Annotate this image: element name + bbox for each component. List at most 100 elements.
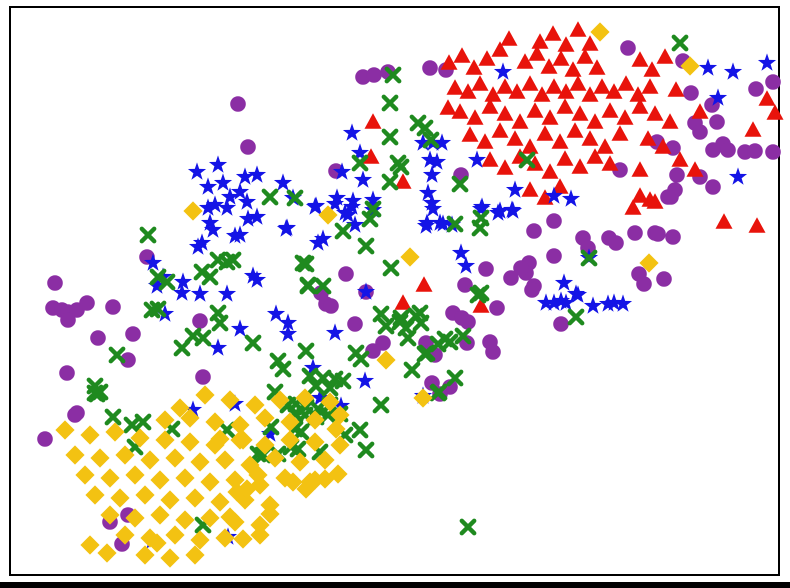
data-point xyxy=(639,130,657,146)
data-point xyxy=(708,88,728,106)
data-point xyxy=(104,408,122,426)
data-point xyxy=(744,121,762,137)
data-point xyxy=(165,525,185,545)
data-point xyxy=(411,304,429,322)
data-point xyxy=(314,277,332,295)
data-point xyxy=(215,450,235,470)
data-point xyxy=(540,58,558,74)
data-point xyxy=(581,86,599,102)
data-point xyxy=(671,151,689,167)
data-point xyxy=(175,510,195,530)
data-point xyxy=(403,361,421,379)
data-point xyxy=(493,62,513,80)
data-point xyxy=(423,199,443,217)
data-point xyxy=(508,83,526,99)
data-point xyxy=(381,94,399,112)
data-point xyxy=(545,78,563,94)
data-point xyxy=(278,313,298,331)
data-point xyxy=(250,515,270,535)
data-point xyxy=(134,413,152,431)
data-point xyxy=(441,333,459,351)
series-red-triangles xyxy=(362,21,784,313)
data-point xyxy=(546,213,562,229)
data-point xyxy=(185,488,205,508)
data-point xyxy=(461,126,479,142)
data-point xyxy=(650,226,666,242)
data-point xyxy=(598,294,618,312)
data-point xyxy=(601,102,619,118)
data-point xyxy=(155,410,175,430)
data-point xyxy=(347,316,363,332)
data-point xyxy=(646,193,664,209)
data-point xyxy=(503,201,523,219)
data-point xyxy=(541,163,559,179)
data-point xyxy=(631,161,649,177)
data-point xyxy=(305,432,325,452)
data-point xyxy=(172,283,192,301)
data-point xyxy=(605,83,623,99)
data-point xyxy=(656,271,672,287)
data-point xyxy=(185,545,205,565)
data-point xyxy=(220,390,240,410)
data-point xyxy=(478,50,496,66)
data-point xyxy=(593,78,611,94)
data-point xyxy=(465,59,483,75)
data-point xyxy=(557,83,575,99)
data-point xyxy=(200,213,220,231)
data-point xyxy=(345,215,365,233)
data-point xyxy=(552,50,570,66)
data-point xyxy=(531,33,549,49)
data-point xyxy=(484,86,502,102)
data-point xyxy=(59,365,75,381)
data-point xyxy=(536,125,554,141)
data-point xyxy=(422,165,442,183)
data-point xyxy=(248,465,268,485)
data-point xyxy=(200,508,220,528)
data-point xyxy=(413,133,433,151)
data-point xyxy=(451,103,469,119)
data-point xyxy=(100,468,120,488)
data-point xyxy=(533,86,551,102)
data-point xyxy=(115,525,135,545)
data-point xyxy=(342,197,362,215)
data-point xyxy=(616,109,634,125)
data-point xyxy=(278,324,298,342)
data-point xyxy=(551,178,569,194)
data-point xyxy=(669,167,685,183)
data-point xyxy=(766,104,784,120)
data-point xyxy=(521,181,539,197)
data-point xyxy=(728,167,748,185)
data-point xyxy=(215,528,235,548)
data-point xyxy=(120,352,136,368)
data-point xyxy=(330,405,350,425)
data-point xyxy=(489,300,505,316)
data-point xyxy=(283,472,303,492)
data-point xyxy=(79,295,95,311)
data-point xyxy=(230,319,250,337)
data-point xyxy=(97,543,117,563)
data-point xyxy=(183,201,203,221)
data-point xyxy=(315,450,335,470)
data-point xyxy=(399,329,417,347)
data-point xyxy=(705,142,721,158)
data-point xyxy=(139,226,157,244)
data-point xyxy=(230,96,246,112)
data-point xyxy=(194,329,212,347)
data-point xyxy=(313,229,333,247)
data-point xyxy=(195,369,211,385)
data-point xyxy=(643,61,661,77)
data-point xyxy=(130,428,150,448)
data-point xyxy=(357,441,375,459)
data-point xyxy=(511,113,529,129)
data-point xyxy=(335,203,355,221)
data-point xyxy=(660,189,676,205)
data-point xyxy=(306,196,326,214)
data-point xyxy=(330,435,350,455)
data-point xyxy=(200,472,220,492)
data-point xyxy=(581,35,599,51)
data-point xyxy=(656,48,674,64)
data-point xyxy=(454,327,472,345)
data-point xyxy=(478,261,494,277)
data-point xyxy=(466,109,484,125)
data-point xyxy=(430,383,448,401)
